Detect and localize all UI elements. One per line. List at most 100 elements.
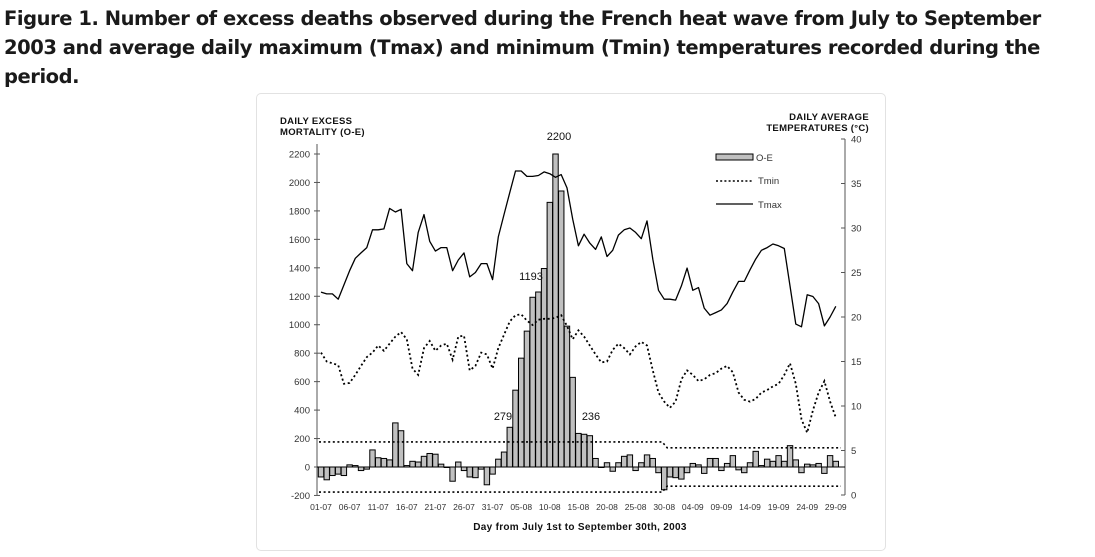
bar-oe xyxy=(786,445,794,468)
right-axis-title-line1: DAILY AVERAGE xyxy=(789,112,869,123)
bar-oe xyxy=(821,466,828,474)
right-tick-label: 35 xyxy=(851,179,862,190)
bar-oe xyxy=(580,433,588,468)
bar-oe xyxy=(426,452,433,468)
left-tick-label: 1800 xyxy=(289,206,310,217)
x-axis-title: Day from July 1st to September 30th, 200… xyxy=(473,522,687,533)
annotation-peak: 2200 xyxy=(547,131,571,143)
right-tick-label: 5 xyxy=(851,446,856,457)
left-tick-label: 2200 xyxy=(289,150,310,161)
bar-oe xyxy=(729,455,737,468)
x-tick-label: 20-08 xyxy=(596,502,618,512)
legend-label-tmin: Tmin xyxy=(758,176,779,187)
bar-oe xyxy=(626,454,634,468)
bar-oe xyxy=(460,466,468,472)
x-tick-label: 04-09 xyxy=(682,502,704,512)
annotation-236: 236 xyxy=(582,411,600,423)
bar-oe xyxy=(540,268,548,468)
left-tick-label: 0 xyxy=(305,463,310,474)
bar-oe xyxy=(386,459,393,468)
annotation-1193: 1193 xyxy=(519,271,543,283)
bar-oe xyxy=(392,422,399,468)
temperature-lines xyxy=(319,170,841,493)
x-tick-label: 05-08 xyxy=(510,502,532,512)
left-tick-label: -200 xyxy=(291,491,310,502)
right-tick-label: 25 xyxy=(851,268,862,279)
left-tick-label: 600 xyxy=(294,377,310,388)
right-axis-title-line2: TEMPERATURES (°C) xyxy=(766,123,869,134)
bar-oe xyxy=(512,389,519,468)
bar-oe xyxy=(655,466,662,474)
x-tick-label: 15-08 xyxy=(568,502,590,512)
bar-oe xyxy=(672,466,679,479)
x-tick-label: 21-07 xyxy=(425,502,447,512)
bar-oe xyxy=(397,430,405,468)
bar-oe xyxy=(815,462,822,468)
bar-oe xyxy=(752,450,759,468)
bar-oe xyxy=(518,357,525,468)
left-tick-label: 1400 xyxy=(289,263,310,274)
right-tick-label: 15 xyxy=(851,357,862,368)
bar-oe xyxy=(741,466,748,474)
bar-oe xyxy=(649,457,656,468)
x-tick-label: 01-07 xyxy=(310,502,332,512)
x-tick-label: 30-08 xyxy=(653,502,675,512)
bar-oe xyxy=(781,460,788,468)
bar-oe xyxy=(409,460,416,468)
left-tick-label: 200 xyxy=(294,434,310,445)
bar-oe xyxy=(329,466,336,477)
bar-oe xyxy=(489,466,496,475)
bar-oe xyxy=(678,466,685,480)
bar-oe xyxy=(552,153,559,468)
bar-oe xyxy=(380,457,388,468)
x-tick-label: 16-07 xyxy=(396,502,418,512)
bar-oe xyxy=(523,330,531,468)
bar-oe xyxy=(432,453,439,468)
left-axis-title-line2: MORTALITY (O-E) xyxy=(280,127,365,138)
bar-oe xyxy=(334,466,342,475)
lower-threshold-line xyxy=(319,485,841,493)
left-tick-label: 800 xyxy=(294,349,310,360)
bars-oe xyxy=(317,153,839,491)
x-tick-label: 06-07 xyxy=(339,502,361,512)
bar-oe xyxy=(449,466,456,482)
right-tick-label: 40 xyxy=(851,135,862,146)
legend-label-tmax: Tmax xyxy=(758,200,782,211)
bar-oe xyxy=(638,462,645,468)
bar-oe xyxy=(723,462,731,468)
bar-oe xyxy=(592,457,599,468)
x-tick-label: 31-07 xyxy=(482,502,504,512)
x-tick-label: 19-09 xyxy=(768,502,790,512)
right-tick-label: 20 xyxy=(851,313,862,324)
bar-oe xyxy=(546,201,553,468)
bar-oe xyxy=(317,466,325,478)
x-tick-label: 25-08 xyxy=(625,502,647,512)
bar-oe xyxy=(609,466,616,472)
legend: O-E Tmin Tmax xyxy=(715,153,782,211)
bar-oe xyxy=(535,291,542,468)
legend-label-oe: O-E xyxy=(756,153,773,164)
bar-oe xyxy=(357,466,365,472)
bar-oe xyxy=(369,449,376,468)
x-tick-label: 24-09 xyxy=(796,502,818,512)
bar-oe xyxy=(689,462,696,468)
x-tick-label: 11-07 xyxy=(368,502,389,512)
figure-frame xyxy=(256,93,886,551)
bar-oe xyxy=(632,466,639,472)
bar-oe xyxy=(375,457,382,468)
bar-oe xyxy=(792,459,799,468)
bar-oe xyxy=(826,455,834,468)
bar-oe xyxy=(712,457,719,468)
x-tick-label: 29-09 xyxy=(825,502,847,512)
legend-swatch-oe xyxy=(715,153,754,161)
bar-oe xyxy=(563,325,571,468)
left-tick-label: 2000 xyxy=(289,178,310,189)
bar-oe xyxy=(466,466,473,478)
bar-oe xyxy=(775,455,782,468)
x-tick-label: 26-07 xyxy=(453,502,475,512)
bar-oe xyxy=(643,454,651,468)
bar-oe xyxy=(798,466,805,474)
figure-caption: Figure 1. Number of excess deaths observ… xyxy=(4,7,1041,88)
left-tick-label: 1000 xyxy=(289,320,310,331)
bar-oe xyxy=(620,455,628,468)
